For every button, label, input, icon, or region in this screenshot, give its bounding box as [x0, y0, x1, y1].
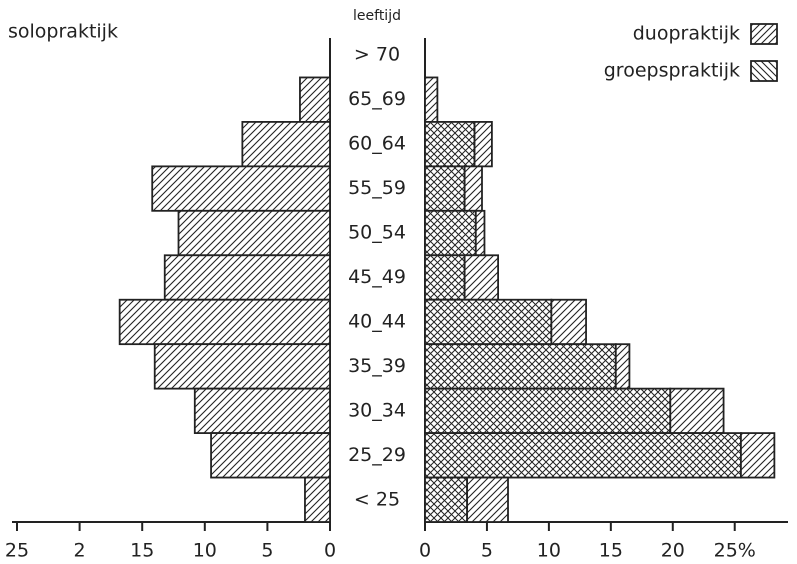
- bar: [424, 298, 553, 346]
- x-tick-label: 15: [130, 540, 154, 562]
- bar: [473, 121, 493, 168]
- x-tick-label: 25: [5, 540, 29, 562]
- bar: [424, 254, 466, 301]
- bar: [424, 476, 469, 523]
- legend-label: duopraktijk: [633, 23, 740, 45]
- x-tick-label: 10: [193, 540, 217, 562]
- x-tick-label: 0: [419, 540, 431, 562]
- bar: [424, 165, 466, 212]
- x-tick-label: 5: [261, 540, 273, 562]
- bar: [669, 387, 725, 434]
- bar: [474, 209, 486, 257]
- bar: [193, 387, 331, 434]
- bar: [241, 121, 331, 168]
- x-tick-label: 2: [74, 540, 86, 562]
- x-tick-label: 20: [661, 540, 685, 562]
- x-tick-label: 15: [599, 540, 623, 562]
- bar: [740, 432, 776, 479]
- bar: [153, 343, 331, 390]
- bar: [118, 298, 331, 346]
- bar: [424, 432, 742, 479]
- legend-swatch: [750, 60, 778, 82]
- category-label: 60_64: [348, 133, 406, 155]
- series-label: solopraktijk: [8, 21, 118, 43]
- category-label: > 70: [354, 44, 400, 66]
- bar: [424, 76, 439, 123]
- category-label: < 25: [354, 488, 400, 510]
- bar: [177, 209, 331, 257]
- category-label: 25_29: [348, 444, 406, 466]
- bar: [424, 209, 477, 257]
- bar: [424, 387, 672, 434]
- category-label: 50_54: [348, 222, 406, 244]
- x-tick-label: 25%: [714, 540, 756, 562]
- bar: [151, 165, 331, 212]
- category-label: 65_69: [348, 88, 406, 110]
- bar: [299, 76, 331, 123]
- bar: [463, 165, 483, 212]
- x-tick-label: 0: [324, 540, 336, 562]
- legend-label: groepspraktijk: [604, 60, 740, 82]
- category-label: 55_59: [348, 177, 406, 199]
- bar: [614, 343, 631, 390]
- bar: [466, 476, 509, 523]
- bar: [463, 254, 499, 301]
- legend-swatch: [750, 23, 778, 45]
- axis-title: leeftijd: [353, 8, 401, 24]
- category-label: 40_44: [348, 310, 406, 332]
- bar: [424, 121, 476, 168]
- category-label: 35_39: [348, 355, 406, 377]
- category-label: 30_34: [348, 399, 406, 421]
- x-tick-label: 5: [481, 540, 493, 562]
- category-label: 45_49: [348, 266, 406, 288]
- x-tick-label: 10: [537, 540, 561, 562]
- bar: [550, 298, 587, 346]
- bar: [424, 343, 617, 390]
- bar: [304, 476, 331, 523]
- bar: [210, 432, 331, 479]
- bar: [163, 254, 331, 301]
